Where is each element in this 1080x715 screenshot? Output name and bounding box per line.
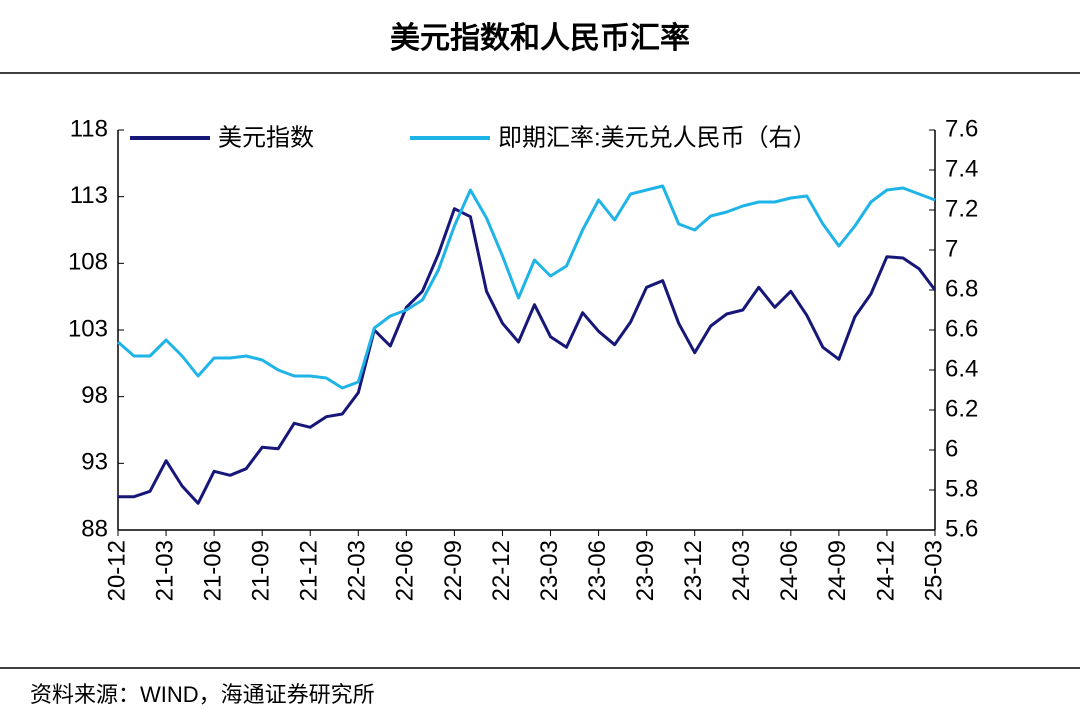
y2-tick-label: 5.8 xyxy=(945,475,978,502)
x-tick-label: 21-06 xyxy=(199,540,226,601)
y2-tick-label: 7.4 xyxy=(945,155,978,182)
y2-tick-label: 6 xyxy=(945,435,958,462)
x-tick-label: 22-09 xyxy=(440,540,467,601)
x-tick-label: 23-03 xyxy=(536,540,563,601)
y-tick-label: 113 xyxy=(70,182,108,209)
y2-tick-label: 5.6 xyxy=(945,515,978,542)
x-tick-label: 22-12 xyxy=(488,540,515,601)
legend-label: 美元指数 xyxy=(218,124,314,151)
y2-tick-label: 6.2 xyxy=(945,395,978,422)
y2-tick-label: 6.8 xyxy=(945,275,978,302)
y-tick-label: 88 xyxy=(81,515,108,542)
x-tick-label: 22-03 xyxy=(344,540,371,601)
y2-tick-label: 6.6 xyxy=(945,315,978,342)
y-tick-label: 93 xyxy=(81,449,108,476)
y2-tick-label: 7.2 xyxy=(945,195,978,222)
y-tick-label: 98 xyxy=(81,382,108,409)
legend-label: 即期汇率:美元兑人民币（右） xyxy=(498,124,817,151)
x-tick-label: 20-12 xyxy=(103,540,130,601)
y-tick-label: 103 xyxy=(68,315,108,342)
y2-tick-label: 7 xyxy=(945,235,958,262)
y-tick-label: 118 xyxy=(70,115,108,142)
series-line xyxy=(118,207,937,505)
y-tick-label: 108 xyxy=(68,249,108,276)
x-tick-label: 24-09 xyxy=(824,540,851,601)
y2-tick-label: 6.4 xyxy=(945,355,978,382)
x-tick-label: 23-09 xyxy=(632,540,659,601)
y2-tick-label: 7.6 xyxy=(945,115,978,142)
x-tick-label: 23-06 xyxy=(584,540,611,601)
chart-title: 美元指数和人民币汇率 xyxy=(390,21,690,56)
x-tick-label: 21-09 xyxy=(248,540,275,601)
series-line xyxy=(117,184,936,390)
x-tick-label: 24-12 xyxy=(872,540,899,601)
x-tick-label: 22-06 xyxy=(392,540,419,601)
source-note: 资料来源：WIND，海通证券研究所 xyxy=(30,682,375,707)
x-tick-label: 25-03 xyxy=(920,540,947,601)
x-tick-label: 21-12 xyxy=(296,540,323,601)
x-tick-label: 23-12 xyxy=(680,540,707,601)
x-tick-label: 24-06 xyxy=(776,540,803,601)
x-tick-label: 24-03 xyxy=(728,540,755,601)
x-tick-label: 21-03 xyxy=(151,540,178,601)
